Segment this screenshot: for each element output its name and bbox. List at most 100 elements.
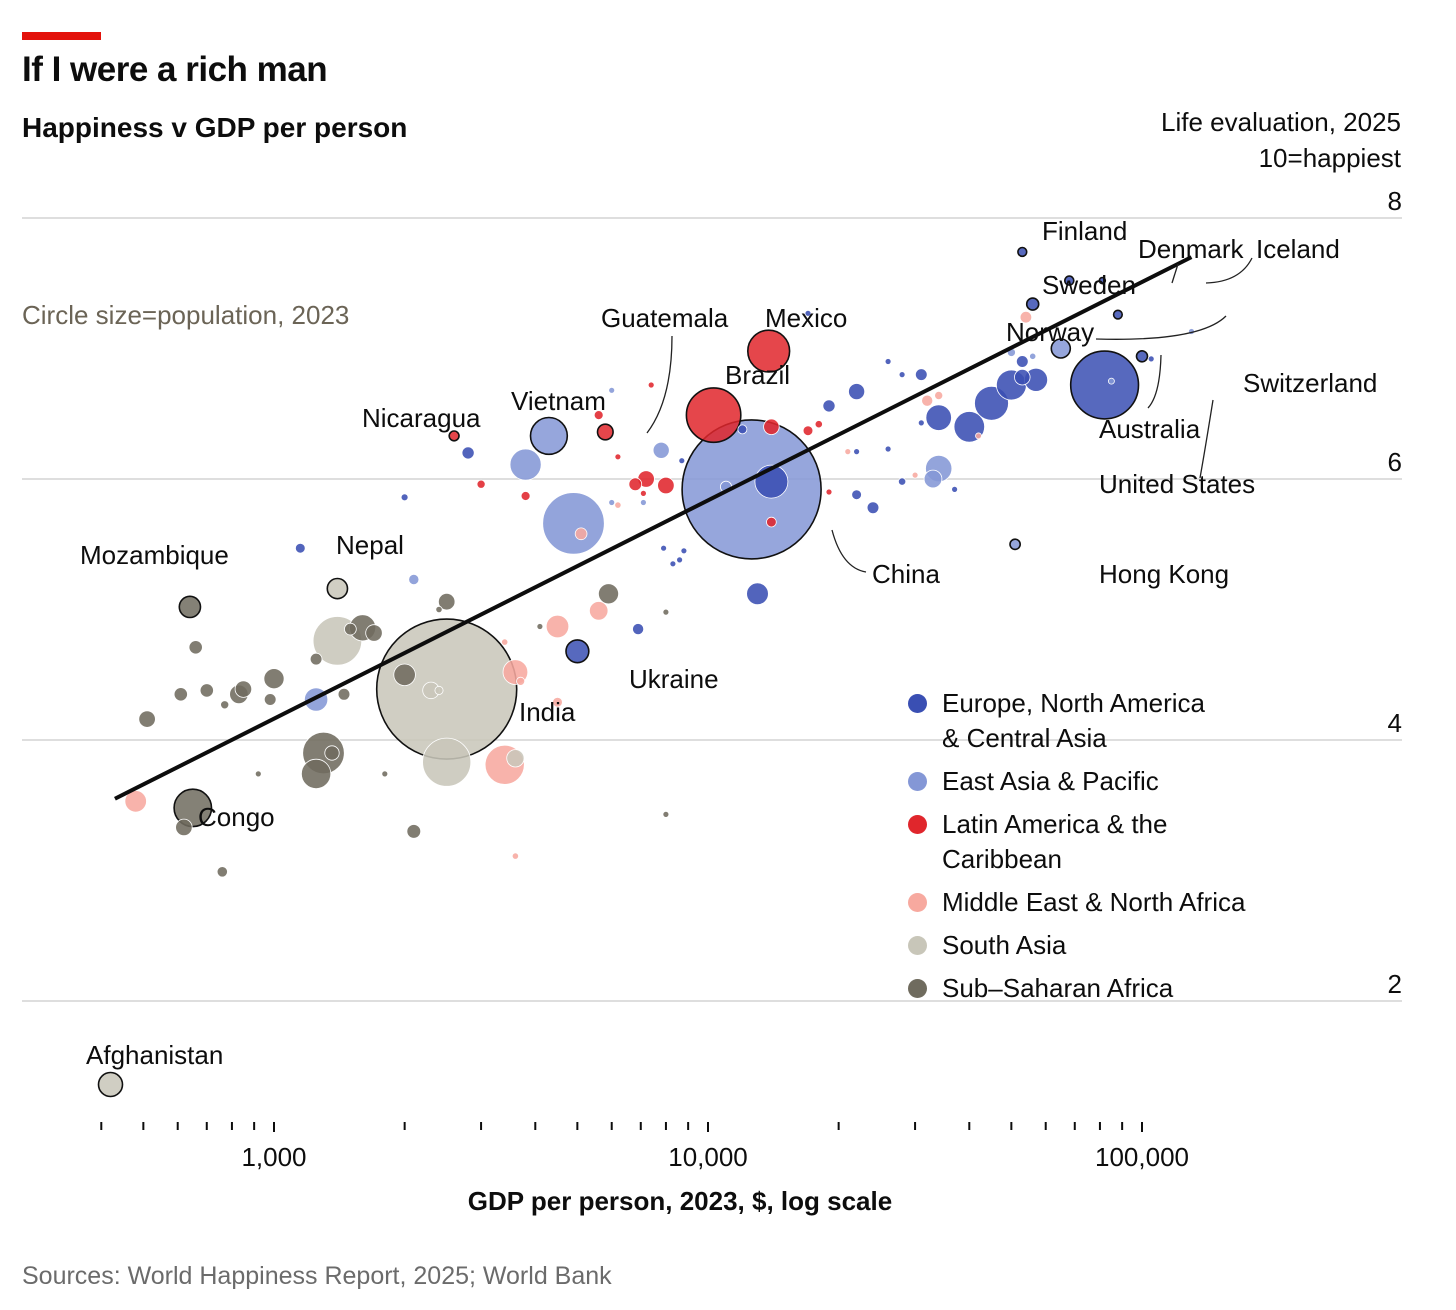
label-switzerland: Switzerland (1243, 368, 1377, 398)
trendline (114, 255, 1193, 801)
label-ukraine: Ukraine (629, 664, 719, 694)
point-ssa-110 (662, 811, 670, 818)
point-mena-91 (516, 676, 526, 686)
legend-label-ssa: Sub–Saharan Africa (942, 967, 1292, 1010)
point-ssa-101 (435, 605, 443, 614)
leader-norway (1095, 315, 1227, 340)
point-europe-97 (400, 493, 409, 502)
label-mozambique: Mozambique (80, 540, 229, 570)
leader-denmark (1171, 263, 1179, 284)
legend-item-mena: Middle East & North Africa (908, 881, 1292, 924)
legend-label-line1: Sub–Saharan Africa (942, 973, 1174, 1003)
label-afghanistan: Afghanistan (86, 1040, 223, 1070)
point-ssa-43 (234, 680, 253, 698)
point-latam-133 (647, 381, 655, 389)
point-europe-113 (884, 358, 892, 365)
label-norway: Norway (1006, 317, 1094, 347)
label-india: India (519, 697, 576, 727)
legend-label-line1: Middle East & North Africa (942, 887, 1246, 917)
point-eastasia-132 (608, 386, 616, 394)
point-vietnam (529, 416, 569, 456)
point-southasia-6 (422, 737, 472, 787)
point-mena-26 (545, 614, 570, 639)
label-vietnam: Vietnam (511, 386, 606, 416)
point-latam-92 (476, 479, 486, 489)
point-latam-79 (766, 516, 777, 528)
label-brazil: Brazil (725, 360, 790, 390)
legend-item-eastasia: East Asia & Pacific (908, 760, 1292, 803)
point-ssa-28 (393, 663, 416, 687)
point-ssa-108 (662, 608, 670, 616)
legend-label-europe: Europe, North America & Central Asia (942, 682, 1292, 760)
point-china (681, 419, 822, 560)
point-nicaragua (448, 430, 460, 442)
point-europe-114 (853, 448, 860, 456)
chart-subtitle: Happiness v GDP per person (22, 112, 408, 143)
point-denmark (1064, 275, 1075, 286)
point-ssa-32 (263, 668, 285, 690)
annotation-labels: Finland Denmark Iceland Sweden Norway Switzer… (80, 216, 1377, 1070)
chart-title: If I were a rich man (22, 50, 328, 89)
point-latam-126 (640, 489, 647, 497)
point-eastasia-130 (1108, 377, 1115, 385)
point-ssa-46 (175, 818, 193, 837)
leader-guatemala (646, 335, 673, 434)
legend-label-line2: & Central Asia (942, 723, 1107, 753)
point-mena-35 (589, 601, 609, 621)
y-tick-label-2: 2 (1388, 969, 1402, 999)
point-europe-47 (848, 383, 866, 401)
legend-swatch-latam (908, 815, 927, 834)
label-congo: Congo (198, 802, 275, 832)
point-ssa-44 (138, 710, 156, 728)
point-latam-57 (628, 477, 643, 492)
x-tick-label-1000: 1,000 (241, 1142, 306, 1172)
point-europe-104 (669, 560, 677, 568)
label-sweden: Sweden (1042, 270, 1136, 300)
point-norway (1112, 309, 1123, 320)
point-mena-100 (511, 852, 520, 860)
point-europe-121 (917, 419, 925, 427)
point-eastasia-102 (1029, 352, 1037, 360)
point-europe-125 (678, 457, 686, 465)
point-ssa-42 (365, 624, 383, 642)
point-mena-64 (574, 527, 588, 541)
point-mena-70 (921, 394, 934, 407)
legend-label-line1: South Asia (942, 930, 1067, 960)
point-mena-99 (501, 638, 509, 646)
label-denmark: Denmark (1138, 234, 1244, 264)
legend-label-mena: Middle East & North Africa (942, 881, 1292, 924)
point-ssa-65 (344, 622, 357, 636)
point-latam-84 (593, 410, 604, 421)
point-mena-69 (1019, 311, 1033, 324)
point-latam-49 (763, 418, 780, 436)
leader-china (831, 529, 867, 573)
point-mena-98 (614, 501, 622, 509)
point-eastasia-75 (408, 574, 420, 586)
point-latam-106 (614, 453, 622, 461)
legend-item-latam: Latin America & the Caribbean (908, 803, 1292, 881)
point-ssa-31 (598, 583, 620, 605)
point-europe-122 (951, 485, 958, 493)
label-australia: Australia (1099, 414, 1201, 444)
point-mexico (746, 329, 791, 373)
legend-item-southasia: South Asia (908, 924, 1292, 967)
y-axis-label-line1: Life evaluation, 2025 (1161, 107, 1401, 137)
y-axis-label-line2: 10=happiest (1258, 143, 1401, 173)
point-ssa-66 (309, 652, 323, 666)
label-guatemala: Guatemala (601, 303, 729, 333)
legend-swatch-mena (908, 893, 927, 912)
point-europe-81 (294, 542, 306, 554)
x-tick-label-10000: 10,000 (668, 1142, 748, 1172)
legend-label-line1: Latin America & the Caribbean (942, 809, 1168, 874)
y-tick-label-4: 4 (1388, 708, 1402, 738)
legend-label-line1: Europe, North America (942, 688, 1206, 718)
legend-label-eastasia: East Asia & Pacific (942, 760, 1292, 803)
legend-item-ssa: Sub–Saharan Africa (908, 967, 1292, 1010)
point-united-states (1069, 350, 1140, 420)
point-latam-85 (520, 491, 531, 501)
point-latam-124 (825, 488, 833, 496)
point-ssa-109 (536, 623, 544, 630)
x-axis-label: GDP per person, 2023, $, log scale (467, 1186, 893, 1216)
legend: Europe, North America & Central Asia East … (908, 682, 1292, 1010)
point-europe-20 (925, 404, 952, 431)
